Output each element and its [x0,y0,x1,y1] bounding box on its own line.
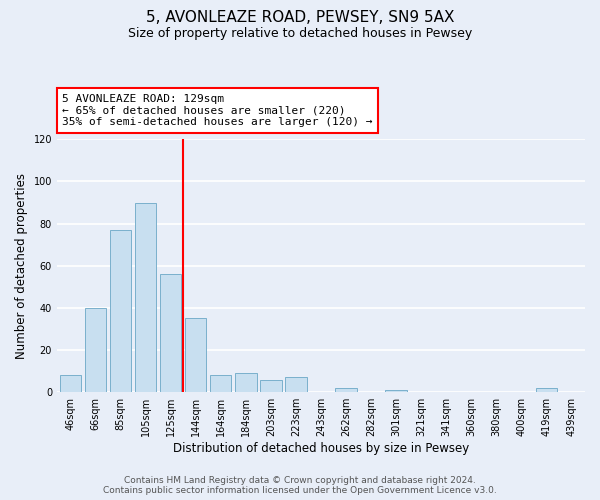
Text: Size of property relative to detached houses in Pewsey: Size of property relative to detached ho… [128,28,472,40]
Text: 5, AVONLEAZE ROAD, PEWSEY, SN9 5AX: 5, AVONLEAZE ROAD, PEWSEY, SN9 5AX [146,10,454,25]
Bar [285,378,307,392]
Text: Contains HM Land Registry data © Crown copyright and database right 2024.
Contai: Contains HM Land Registry data © Crown c… [103,476,497,495]
Bar [85,308,106,392]
Bar [185,318,206,392]
X-axis label: Distribution of detached houses by size in Pewsey: Distribution of detached houses by size … [173,442,469,455]
Bar [110,230,131,392]
Bar [260,380,281,392]
Bar [335,388,356,392]
Y-axis label: Number of detached properties: Number of detached properties [15,173,28,359]
Bar [536,388,557,392]
Bar [135,202,157,392]
Bar [235,373,257,392]
Text: 5 AVONLEAZE ROAD: 129sqm
← 65% of detached houses are smaller (220)
35% of semi-: 5 AVONLEAZE ROAD: 129sqm ← 65% of detach… [62,94,373,127]
Bar [160,274,181,392]
Bar [385,390,407,392]
Bar [210,376,232,392]
Bar [60,376,82,392]
